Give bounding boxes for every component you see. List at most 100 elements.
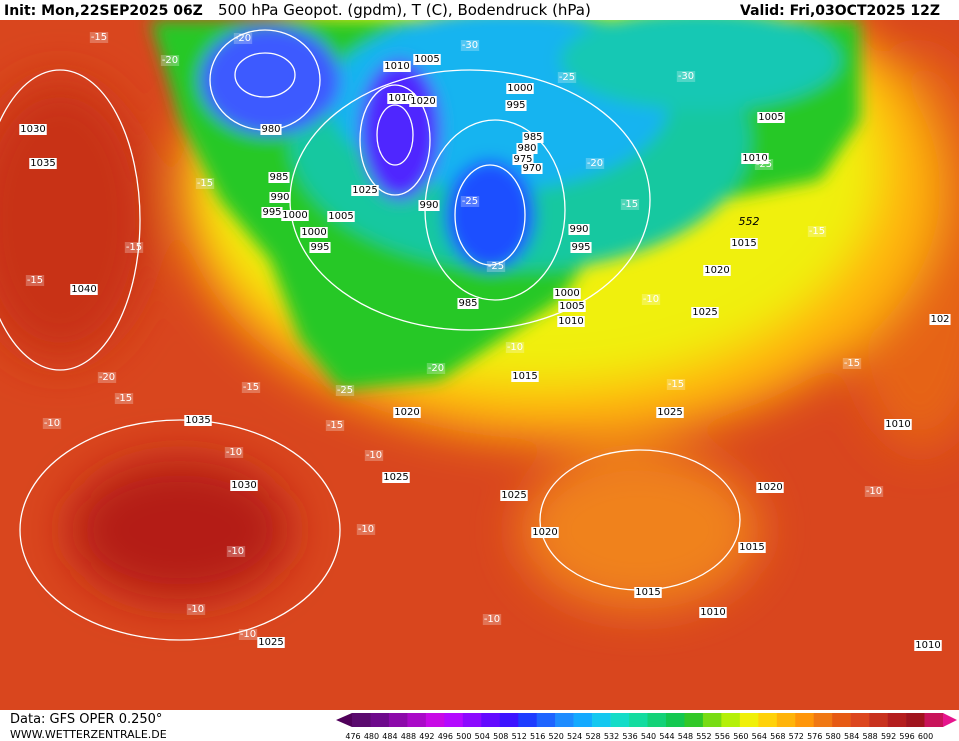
isobar-label-bg bbox=[393, 407, 421, 418]
isobar-label-bg bbox=[568, 224, 590, 235]
colorbar-swatch bbox=[388, 713, 408, 727]
isobar-label-bg bbox=[914, 640, 942, 651]
isobar-label: 1000 bbox=[282, 210, 307, 221]
temp-label-bg bbox=[42, 418, 62, 429]
isobar-label: 995 bbox=[506, 100, 525, 111]
temp-label: -25 bbox=[756, 159, 772, 170]
isobar-label-bg bbox=[570, 242, 592, 253]
colorbar-label: 544 bbox=[659, 732, 674, 741]
temp-label: -10 bbox=[228, 546, 244, 557]
isobar-label-bg bbox=[309, 242, 331, 253]
colorbar-swatch bbox=[352, 713, 371, 727]
colorbar-swatch bbox=[647, 713, 667, 727]
temp-label: -15 bbox=[126, 242, 142, 253]
isobar-label: 1005 bbox=[328, 211, 353, 222]
colorbar-label: 480 bbox=[364, 732, 379, 741]
temp-label: -10 bbox=[188, 604, 204, 615]
temp-label-bg bbox=[676, 71, 696, 82]
colorbar-label: 476 bbox=[345, 732, 360, 741]
isobar-label: 1030 bbox=[231, 480, 256, 491]
colorbar-label: 568 bbox=[770, 732, 785, 741]
temp-label-bg bbox=[557, 72, 577, 83]
isobar-label: 995 bbox=[571, 242, 590, 253]
isobar-label-bg bbox=[505, 100, 527, 111]
temp-label-bg bbox=[195, 178, 215, 189]
isobar-label: 1010 bbox=[384, 61, 409, 72]
temp-label-bg bbox=[426, 363, 446, 374]
isobar-label: 990 bbox=[419, 200, 438, 211]
valid-time: Valid: Fri,03OCT2025 12Z bbox=[740, 3, 940, 19]
colorbar-label: 496 bbox=[438, 732, 453, 741]
temp-label: -10 bbox=[358, 524, 374, 535]
isobar-label: 1020 bbox=[394, 407, 419, 418]
colorbar-label: 564 bbox=[752, 732, 767, 741]
temp-label: -15 bbox=[243, 382, 259, 393]
colorbar-swatch bbox=[555, 713, 574, 727]
isobar-label: 1010 bbox=[885, 419, 910, 430]
temp-label-bg bbox=[238, 629, 258, 640]
isobar-label: 1005 bbox=[414, 54, 439, 65]
temp-label-bg bbox=[864, 486, 884, 497]
isobar-label-bg bbox=[553, 288, 581, 299]
isobar-label: 1035 bbox=[30, 158, 55, 169]
data-source: Data: GFS OPER 0.250° bbox=[10, 712, 162, 727]
isobar-label: 1000 bbox=[554, 288, 579, 299]
height-label: 552 bbox=[739, 215, 760, 228]
colorbar-swatch bbox=[813, 713, 833, 727]
isobar-label-bg bbox=[521, 163, 543, 174]
isobar-label-bg bbox=[413, 54, 441, 65]
isobar-label: 1015 bbox=[731, 238, 756, 249]
colorbar-label: 548 bbox=[678, 732, 693, 741]
colorbar-swatch bbox=[795, 713, 815, 727]
isobar-label-bg bbox=[929, 314, 951, 325]
colorbar-label: 528 bbox=[585, 732, 600, 741]
colorbar-swatch bbox=[832, 713, 851, 727]
colorbar-label: 524 bbox=[567, 732, 582, 741]
isobar-label: 1005 bbox=[559, 301, 584, 312]
isobar-label-bg bbox=[511, 371, 539, 382]
isobar-label-bg bbox=[512, 154, 534, 165]
temp-label-bg bbox=[25, 275, 45, 286]
isobar-label-bg bbox=[269, 192, 291, 203]
temp-label: -15 bbox=[27, 275, 43, 286]
temp-label: -10 bbox=[484, 614, 500, 625]
isobar-label: 1005 bbox=[758, 112, 783, 123]
temp-label: -20 bbox=[235, 33, 251, 44]
isobar-label: 1025 bbox=[352, 185, 377, 196]
temp-label: -15 bbox=[91, 32, 107, 43]
isobar-label-bg bbox=[260, 124, 282, 135]
temp-label-bg bbox=[460, 196, 480, 207]
isobar-label-bg bbox=[531, 527, 559, 538]
isobar-label: 1025 bbox=[383, 472, 408, 483]
temp-label-bg bbox=[364, 450, 384, 461]
temp-label: -10 bbox=[866, 486, 882, 497]
isobar-label-bg bbox=[268, 172, 290, 183]
temp-label: -15 bbox=[622, 199, 638, 210]
temp-label-bg bbox=[842, 358, 862, 369]
isobar-label: 1010 bbox=[915, 640, 940, 651]
colorbar-label: 592 bbox=[881, 732, 896, 741]
colorbar-arrow bbox=[336, 713, 352, 727]
isobar-label-bg bbox=[383, 61, 411, 72]
isobar-label: 970 bbox=[522, 163, 541, 174]
isobar-label-bg bbox=[409, 96, 437, 107]
isobar-label-bg bbox=[387, 93, 415, 104]
temp-label-bg bbox=[160, 55, 180, 66]
isobar-label: 1020 bbox=[532, 527, 557, 538]
temp-label-bg bbox=[807, 226, 827, 237]
isobar-label-bg bbox=[558, 301, 586, 312]
temp-label-bg bbox=[226, 546, 246, 557]
isobar-label-bg bbox=[730, 238, 758, 249]
isobar-label: 1010 bbox=[700, 607, 725, 618]
isobar-label-bg bbox=[327, 211, 355, 222]
isobar-label-bg bbox=[457, 298, 479, 309]
temp-label: -25 bbox=[559, 72, 575, 83]
temp-label: -20 bbox=[587, 158, 603, 169]
isobar-label: 1000 bbox=[301, 227, 326, 238]
colorbar-label: 536 bbox=[622, 732, 637, 741]
isobar-label-bg bbox=[703, 265, 731, 276]
isobar-label: 1035 bbox=[185, 415, 210, 426]
colorbar-label: 504 bbox=[475, 732, 490, 741]
isobar-label-bg bbox=[741, 153, 769, 164]
isobar-label-bg bbox=[522, 132, 544, 143]
